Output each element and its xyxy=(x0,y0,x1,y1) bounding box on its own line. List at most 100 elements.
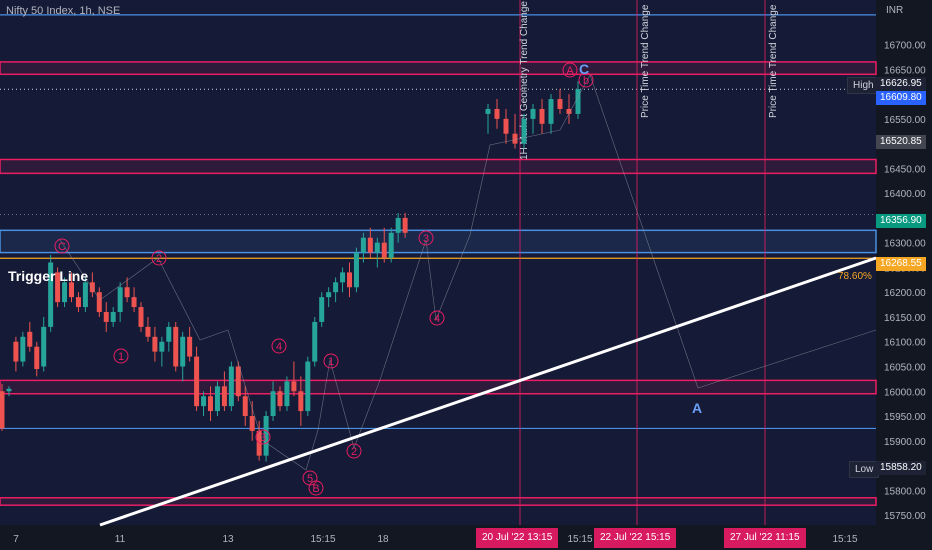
candle-body xyxy=(575,89,581,114)
candle-body xyxy=(270,391,276,417)
wave-circle xyxy=(562,62,578,78)
candle-body xyxy=(242,396,248,417)
y-tick-label: 15950.00 xyxy=(884,412,926,423)
candle-body xyxy=(312,321,318,362)
wave-number: 2 xyxy=(156,253,162,265)
candle-body xyxy=(530,108,536,119)
wave-circle xyxy=(346,443,362,459)
wave-circle xyxy=(255,429,271,445)
vertical-label-2: Price Time Trend Change xyxy=(768,4,779,118)
y-tick-label: 16150.00 xyxy=(884,313,926,324)
candle-body xyxy=(89,282,95,293)
candle-body xyxy=(124,287,130,298)
candle-body xyxy=(62,282,68,303)
candle-body xyxy=(548,99,554,124)
y-tick-label: 16650.00 xyxy=(884,65,926,76)
candle-body xyxy=(173,326,179,367)
wave-circle xyxy=(308,480,324,496)
y-tick-label: 16100.00 xyxy=(884,338,926,349)
candle-body xyxy=(214,386,220,412)
y-tick-label: 15750.00 xyxy=(884,511,926,522)
candle-body xyxy=(277,391,283,407)
candle-body xyxy=(374,242,380,253)
candle-body xyxy=(0,391,5,429)
wave-number: 1 xyxy=(328,356,334,368)
candle-body xyxy=(305,361,311,412)
candle-body xyxy=(353,252,359,288)
wave-circle xyxy=(578,72,594,88)
y-tick-label: 16550.00 xyxy=(884,115,926,126)
candle-body xyxy=(326,292,332,298)
wave-number: 1 xyxy=(118,351,124,363)
wave-circle xyxy=(271,338,287,354)
candle-body xyxy=(340,272,346,283)
candle-body xyxy=(138,307,144,327)
candle-body xyxy=(557,99,563,109)
vertical-label-1: Price Time Trend Change xyxy=(640,4,651,118)
candle-body xyxy=(566,108,572,114)
candle-body xyxy=(194,356,200,407)
candle-body xyxy=(82,282,88,308)
wave-c-label: C xyxy=(579,61,590,77)
candle-body xyxy=(494,108,500,119)
price-badge: 16356.90 xyxy=(876,214,926,228)
y-tick-label: 16450.00 xyxy=(884,164,926,175)
candle-body xyxy=(180,336,186,367)
y-tick-label: 16200.00 xyxy=(884,288,926,299)
wave-number: C xyxy=(58,241,66,253)
candle-body xyxy=(333,282,339,293)
candle-body xyxy=(117,287,123,313)
x-tick-label: 15:15 xyxy=(310,534,335,545)
y-tick-label: 16300.00 xyxy=(884,239,926,250)
candle-body xyxy=(187,336,193,357)
candle-body xyxy=(48,262,54,327)
candle-body xyxy=(208,396,213,412)
vertical-label-0: 1H Market Geometry Trend Change xyxy=(519,1,530,160)
x-tick-label: 15:15 xyxy=(832,534,857,545)
candle-body xyxy=(131,297,137,308)
level-band-3 xyxy=(0,379,877,395)
x-tick-label: 18 xyxy=(377,534,389,545)
candle-body xyxy=(34,346,40,369)
candle-body xyxy=(298,391,304,412)
price-badge: 16520.85 xyxy=(876,135,926,149)
plot-background xyxy=(0,0,876,525)
trigger-line-label: Trigger Line xyxy=(8,268,89,284)
price-badge: 16609.80 xyxy=(876,91,926,105)
wave-number: 4 xyxy=(276,341,282,353)
x-tick-label: 15:15 xyxy=(567,534,592,545)
candle-body xyxy=(402,217,408,233)
fib-label: 78.60% xyxy=(838,271,872,282)
wave-a-label: A xyxy=(692,400,703,416)
level-band-0 xyxy=(0,61,877,76)
candle-body xyxy=(381,242,387,258)
x-tick-label: 7 xyxy=(13,534,19,545)
candle-body xyxy=(521,118,527,144)
wave-number: 3 xyxy=(423,233,429,245)
wave-number: 2 xyxy=(351,446,357,458)
y-tick-label: 16050.00 xyxy=(884,363,926,374)
x-tick-label: 13 xyxy=(222,534,234,545)
wave-number: 3 xyxy=(260,432,266,444)
candle-body xyxy=(228,366,234,407)
date-label-3: 27 Jul '22 11:15 xyxy=(724,528,806,548)
wave-number: A xyxy=(566,65,574,77)
wave-number: 5 xyxy=(307,473,313,485)
candle-body xyxy=(485,108,491,114)
candle-body xyxy=(263,416,269,456)
candle-body xyxy=(6,388,12,392)
wave-circle xyxy=(429,310,445,326)
candle-body xyxy=(347,272,352,288)
symbol-title: Nifty 50 Index, 1h, NSE xyxy=(6,5,121,17)
candle-body xyxy=(96,292,102,313)
wave-circle xyxy=(113,348,129,364)
candle-body xyxy=(367,237,373,253)
candle-body xyxy=(539,108,545,124)
candle-body xyxy=(159,341,165,352)
date-label-1: 20 Jul '22 13:15 xyxy=(476,528,559,548)
price-badge: 16268.55 xyxy=(876,257,926,271)
candle-body xyxy=(249,416,255,431)
y-tick-label: 15900.00 xyxy=(884,437,926,448)
candle-body xyxy=(235,366,241,397)
